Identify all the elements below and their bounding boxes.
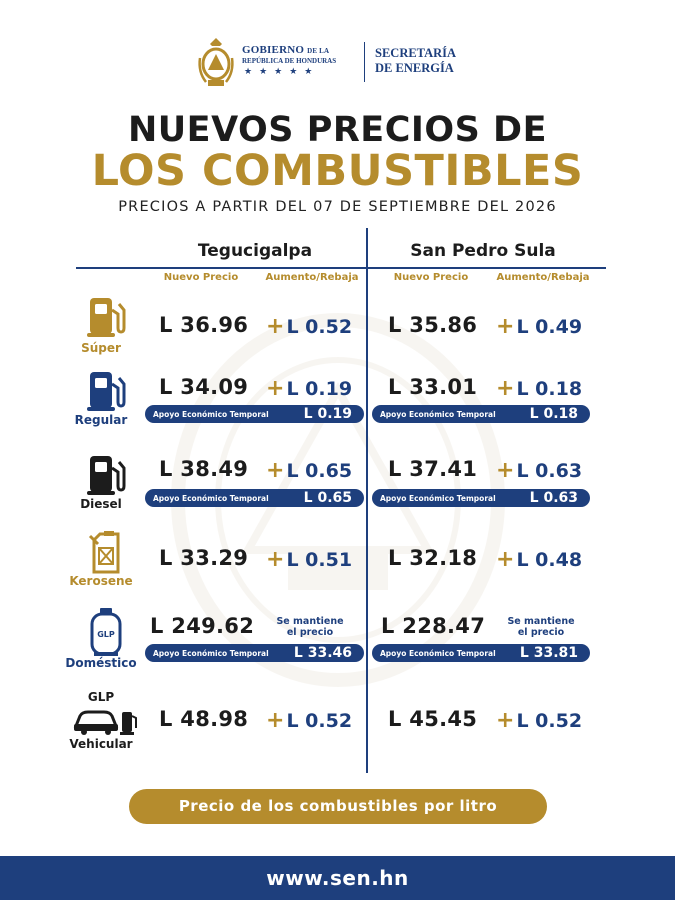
city-tegucigalpa: Tegucigalpa xyxy=(197,241,313,261)
sps-vehicular-price: L 45.45 xyxy=(388,707,478,731)
fuel-label-domestico: Doméstico xyxy=(65,656,137,670)
teg-new-price-header: Nuevo Precio xyxy=(163,272,239,283)
teg-domestico-subsidy: Apoyo Económico Temporal L 33.46 xyxy=(145,644,364,662)
government-wordmark: GOBIERNO DE LA REPÚBLICA DE HONDURAS ★★★… xyxy=(242,44,360,77)
sps-super-price: L 35.86 xyxy=(388,313,478,337)
sps-domestico-price: L 228.47 xyxy=(381,614,486,638)
title-line-2: LOS COMBUSTIBLES xyxy=(91,146,584,196)
teg-diesel-change: + L 0.65 xyxy=(266,458,353,483)
sps-super-change: + L 0.49 xyxy=(496,314,583,339)
sps-kerosene-change: + L 0.48 xyxy=(496,547,583,572)
teg-vehicular-price: L 48.98 xyxy=(159,707,249,731)
sps-regular-change: + L 0.18 xyxy=(496,376,583,401)
car-pump-icon xyxy=(73,710,137,735)
teg-change-header: Aumento/Rebaja xyxy=(265,272,359,283)
column-divider xyxy=(366,228,368,773)
sps-domestico-unchanged: Se mantiene el precio xyxy=(507,616,575,638)
teg-domestico-unchanged: Se mantiene el precio xyxy=(276,616,344,638)
sps-new-price-header: Nuevo Precio xyxy=(393,272,469,283)
cylinder-text: GLP xyxy=(97,630,115,639)
fuel-label-vehicular: Vehicular xyxy=(69,737,133,751)
teg-regular-price: L 34.09 xyxy=(159,375,249,399)
fuel-pump-icon xyxy=(87,456,126,495)
fuel-label-kerosene: Kerosene xyxy=(69,574,133,588)
teg-domestico-price: L 249.62 xyxy=(150,614,255,638)
teg-kerosene-change: + L 0.51 xyxy=(266,547,353,572)
fuel-pump-icon xyxy=(87,372,126,411)
sps-vehicular-change: + L 0.52 xyxy=(496,708,583,733)
teg-regular-subsidy: Apoyo Económico Temporal L 0.19 xyxy=(145,405,364,423)
jerrycan-icon xyxy=(88,531,120,574)
honduras-coat-of-arms-icon xyxy=(198,38,234,86)
teg-diesel-subsidy: Apoyo Económico Temporal L 0.65 xyxy=(145,489,364,507)
secretariat-wordmark: SECRETARÍA DE ENERGÍA xyxy=(375,46,457,75)
fuel-label-glp: GLP xyxy=(87,690,115,704)
sps-kerosene-price: L 32.18 xyxy=(388,546,478,570)
sps-change-header: Aumento/Rebaja xyxy=(496,272,590,283)
sps-regular-subsidy: Apoyo Económico Temporal L 0.18 xyxy=(372,405,590,423)
sps-domestico-subsidy: Apoyo Económico Temporal L 33.81 xyxy=(372,644,590,662)
per-liter-note: Precio de los combustibles por litro xyxy=(129,789,547,824)
header: GOBIERNO DE LA REPÚBLICA DE HONDURAS ★★★… xyxy=(0,36,675,92)
teg-super-change: + L 0.52 xyxy=(266,314,353,339)
gas-cylinder-icon: GLP xyxy=(90,608,122,656)
stars: ★★★★★ xyxy=(244,67,320,77)
header-rule xyxy=(76,267,606,269)
fuel-label-super: Súper xyxy=(81,341,121,355)
teg-diesel-price: L 38.49 xyxy=(159,457,249,481)
title-line-1: NUEVOS PRECIOS DE xyxy=(127,110,548,150)
effective-date: PRECIOS A PARTIR DEL 07 DE SEPTIEMBRE DE… xyxy=(118,199,557,215)
teg-super-price: L 36.96 xyxy=(159,313,249,337)
sps-diesel-subsidy: Apoyo Económico Temporal L 0.63 xyxy=(372,489,590,507)
teg-regular-change: + L 0.19 xyxy=(266,376,353,401)
fuel-label-regular: Regular xyxy=(74,413,128,427)
fuel-label-diesel: Diesel xyxy=(80,497,122,511)
fuel-pump-icon xyxy=(87,298,126,337)
header-divider xyxy=(364,42,365,82)
sps-regular-price: L 33.01 xyxy=(388,375,478,399)
teg-vehicular-change: + L 0.52 xyxy=(266,708,353,733)
sps-diesel-price: L 37.41 xyxy=(388,457,478,481)
website-link[interactable]: www.sen.hn xyxy=(0,856,675,900)
city-san-pedro-sula: San Pedro Sula xyxy=(410,241,556,261)
sps-diesel-change: + L 0.63 xyxy=(496,458,583,483)
teg-kerosene-price: L 33.29 xyxy=(159,546,249,570)
